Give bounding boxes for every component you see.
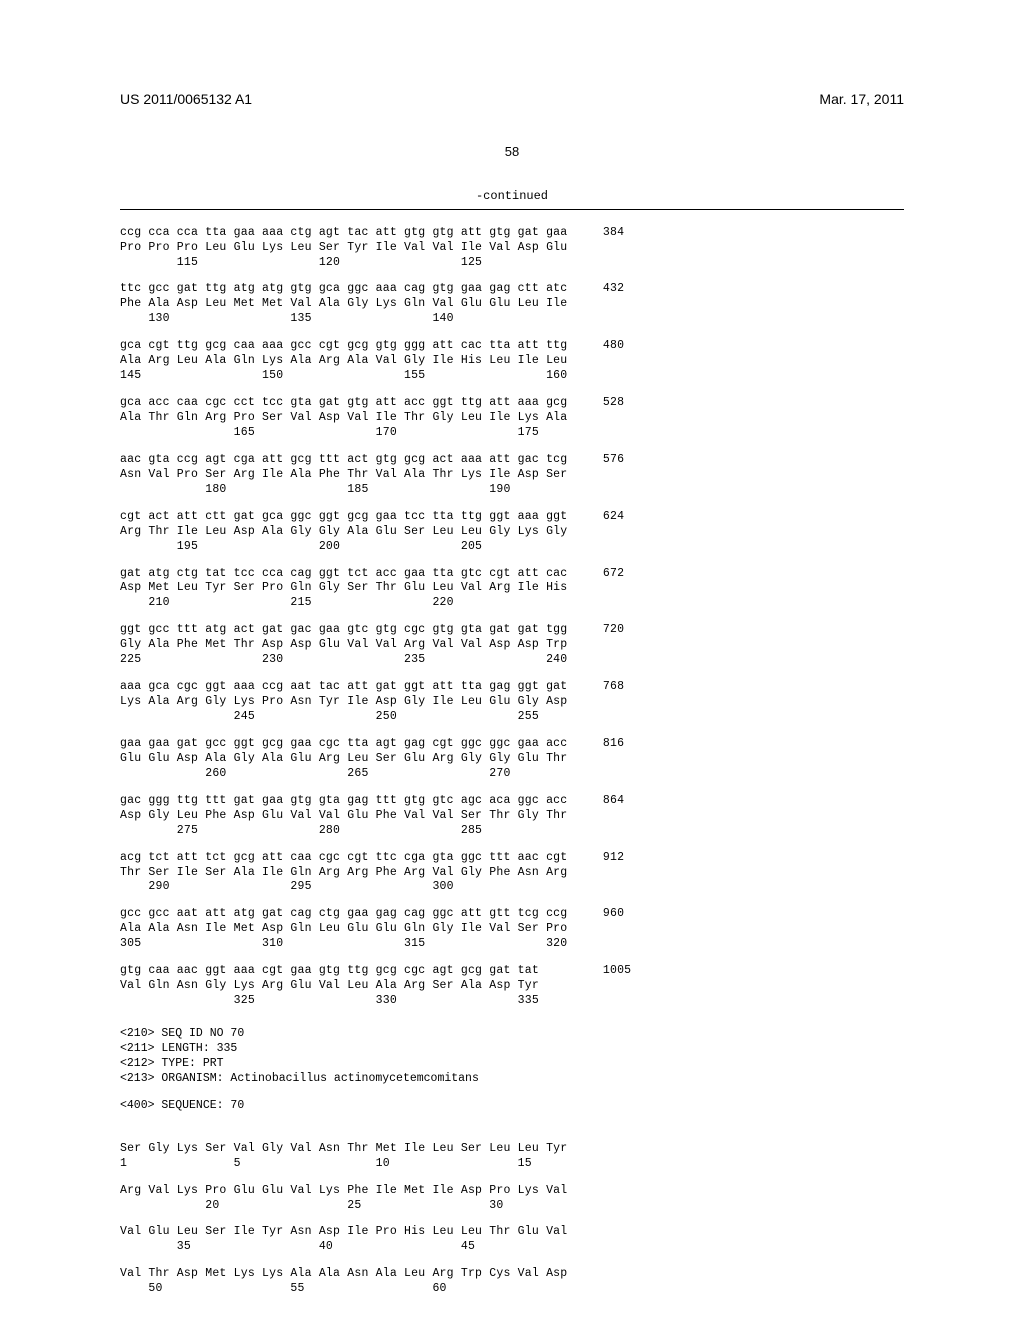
codon-line: aac gta ccg agt cga att gcg ttt act gtg … xyxy=(120,453,904,468)
position-line: 260 265 270 xyxy=(120,767,904,782)
meta-seq-id: <210> SEQ ID NO 70 xyxy=(120,1027,904,1042)
sequence-metadata: <210> SEQ ID NO 70 <211> LENGTH: 335 <21… xyxy=(120,1027,904,1087)
top-rule xyxy=(120,209,904,210)
codon-line: gac ggg ttg ttt gat gaa gtg gta gag ttt … xyxy=(120,794,904,809)
position-line: 210 215 220 xyxy=(120,596,904,611)
amino-acid-line: Pro Pro Pro Leu Glu Lys Leu Ser Tyr Ile … xyxy=(120,241,904,256)
codon-line: ggt gcc ttt atg act gat gac gaa gtc gtg … xyxy=(120,623,904,638)
codon-line: gat atg ctg tat tcc cca cag ggt tct acc … xyxy=(120,567,904,582)
amino-acid-line: Thr Ser Ile Ser Ala Ile Gln Arg Arg Phe … xyxy=(120,866,904,881)
page-number: 58 xyxy=(120,144,904,161)
meta-length: <211> LENGTH: 335 xyxy=(120,1042,904,1057)
codon-line: gaa gaa gat gcc ggt gcg gaa cgc tta agt … xyxy=(120,737,904,752)
sequence-group: gat atg ctg tat tcc cca cag ggt tct acc … xyxy=(120,567,904,612)
position-line: 115 120 125 xyxy=(120,256,904,271)
sequence-title: <400> SEQUENCE: 70 xyxy=(120,1099,904,1114)
codon-line: gtg caa aac ggt aaa cgt gaa gtg ttg gcg … xyxy=(120,964,904,979)
sequence-group: gaa gaa gat gcc ggt gcg gaa cgc tta agt … xyxy=(120,737,904,782)
sequence-group: Val Thr Asp Met Lys Lys Ala Ala Asn Ala … xyxy=(120,1267,904,1297)
position-line: 325 330 335 xyxy=(120,994,904,1009)
meta-type: <212> TYPE: PRT xyxy=(120,1057,904,1072)
position-line: 290 295 300 xyxy=(120,880,904,895)
amino-acid-line: Val Thr Asp Met Lys Lys Ala Ala Asn Ala … xyxy=(120,1267,904,1282)
sequence-group: cgt act att ctt gat gca ggc ggt gcg gaa … xyxy=(120,510,904,555)
amino-acid-line: Ser Gly Lys Ser Val Gly Val Asn Thr Met … xyxy=(120,1142,904,1157)
codon-line: ccg cca cca tta gaa aaa ctg agt tac att … xyxy=(120,226,904,241)
codon-line: gca cgt ttg gcg caa aaa gcc cgt gcg gtg … xyxy=(120,339,904,354)
sequence-listing-1: ccg cca cca tta gaa aaa ctg agt tac att … xyxy=(120,226,904,1009)
codon-line: gca acc caa cgc cct tcc gta gat gtg att … xyxy=(120,396,904,411)
position-line: 130 135 140 xyxy=(120,312,904,327)
codon-line: acg tct att tct gcg att caa cgc cgt ttc … xyxy=(120,851,904,866)
sequence-group: ttc gcc gat ttg atg atg gtg gca ggc aaa … xyxy=(120,282,904,327)
amino-acid-line: Asn Val Pro Ser Arg Ile Ala Phe Thr Val … xyxy=(120,468,904,483)
codon-line: gcc gcc aat att atg gat cag ctg gaa gag … xyxy=(120,907,904,922)
amino-acid-line: Phe Ala Asp Leu Met Met Val Ala Gly Lys … xyxy=(120,297,904,312)
position-line: 305 310 315 320 xyxy=(120,937,904,952)
sequence-group: Val Glu Leu Ser Ile Tyr Asn Asp Ile Pro … xyxy=(120,1225,904,1255)
amino-acid-line: Asp Met Leu Tyr Ser Pro Gln Gly Ser Thr … xyxy=(120,581,904,596)
codon-line: aaa gca cgc ggt aaa ccg aat tac att gat … xyxy=(120,680,904,695)
codon-line: ttc gcc gat ttg atg atg gtg gca ggc aaa … xyxy=(120,282,904,297)
sequence-group: acg tct att tct gcg att caa cgc cgt ttc … xyxy=(120,851,904,896)
sequence-group: gcc gcc aat att atg gat cag ctg gaa gag … xyxy=(120,907,904,952)
sequence-group: Ser Gly Lys Ser Val Gly Val Asn Thr Met … xyxy=(120,1142,904,1172)
amino-acid-line: Glu Glu Asp Ala Gly Ala Glu Arg Leu Ser … xyxy=(120,752,904,767)
sequence-group: gac ggg ttg ttt gat gaa gtg gta gag ttt … xyxy=(120,794,904,839)
amino-acid-line: Lys Ala Arg Gly Lys Pro Asn Tyr Ile Asp … xyxy=(120,695,904,710)
position-line: 245 250 255 xyxy=(120,710,904,725)
sequence-group: ggt gcc ttt atg act gat gac gaa gtc gtg … xyxy=(120,623,904,668)
sequence-group: aac gta ccg agt cga att gcg ttt act gtg … xyxy=(120,453,904,498)
position-line: 50 55 60 xyxy=(120,1282,904,1297)
position-line: 225 230 235 240 xyxy=(120,653,904,668)
meta-organism: <213> ORGANISM: Actinobacillus actinomyc… xyxy=(120,1072,904,1087)
amino-acid-line: Ala Arg Leu Ala Gln Lys Ala Arg Ala Val … xyxy=(120,354,904,369)
sequence-group: gca acc caa cgc cct tcc gta gat gtg att … xyxy=(120,396,904,441)
amino-acid-line: Arg Val Lys Pro Glu Glu Val Lys Phe Ile … xyxy=(120,1184,904,1199)
sequence-group: gca cgt ttg gcg caa aaa gcc cgt gcg gtg … xyxy=(120,339,904,384)
publication-date: Mar. 17, 2011 xyxy=(819,90,904,108)
amino-acid-line: Arg Thr Ile Leu Asp Ala Gly Gly Ala Glu … xyxy=(120,525,904,540)
sequence-group: aaa gca cgc ggt aaa ccg aat tac att gat … xyxy=(120,680,904,725)
page-header: US 2011/0065132 A1 Mar. 17, 2011 xyxy=(120,90,904,108)
amino-acid-line: Ala Ala Asn Ile Met Asp Gln Leu Glu Glu … xyxy=(120,922,904,937)
amino-acid-line: Asp Gly Leu Phe Asp Glu Val Val Glu Phe … xyxy=(120,809,904,824)
position-line: 1 5 10 15 xyxy=(120,1157,904,1172)
codon-line: cgt act att ctt gat gca ggc ggt gcg gaa … xyxy=(120,510,904,525)
sequence-group: ccg cca cca tta gaa aaa ctg agt tac att … xyxy=(120,226,904,271)
position-line: 195 200 205 xyxy=(120,540,904,555)
position-line: 180 185 190 xyxy=(120,483,904,498)
page: US 2011/0065132 A1 Mar. 17, 2011 58 -con… xyxy=(0,0,1024,1320)
sequence-listing-2: Ser Gly Lys Ser Val Gly Val Asn Thr Met … xyxy=(120,1142,904,1298)
amino-acid-line: Gly Ala Phe Met Thr Asp Asp Glu Val Val … xyxy=(120,638,904,653)
position-line: 275 280 285 xyxy=(120,824,904,839)
position-line: 20 25 30 xyxy=(120,1199,904,1214)
position-line: 35 40 45 xyxy=(120,1240,904,1255)
amino-acid-line: Val Glu Leu Ser Ile Tyr Asn Asp Ile Pro … xyxy=(120,1225,904,1240)
position-line: 165 170 175 xyxy=(120,426,904,441)
position-line: 145 150 155 160 xyxy=(120,369,904,384)
continued-label: -continued xyxy=(120,189,904,205)
amino-acid-line: Ala Thr Gln Arg Pro Ser Val Asp Val Ile … xyxy=(120,411,904,426)
publication-number: US 2011/0065132 A1 xyxy=(120,90,252,108)
sequence-group: gtg caa aac ggt aaa cgt gaa gtg ttg gcg … xyxy=(120,964,904,1009)
sequence-group: Arg Val Lys Pro Glu Glu Val Lys Phe Ile … xyxy=(120,1184,904,1214)
amino-acid-line: Val Gln Asn Gly Lys Arg Glu Val Leu Ala … xyxy=(120,979,904,994)
